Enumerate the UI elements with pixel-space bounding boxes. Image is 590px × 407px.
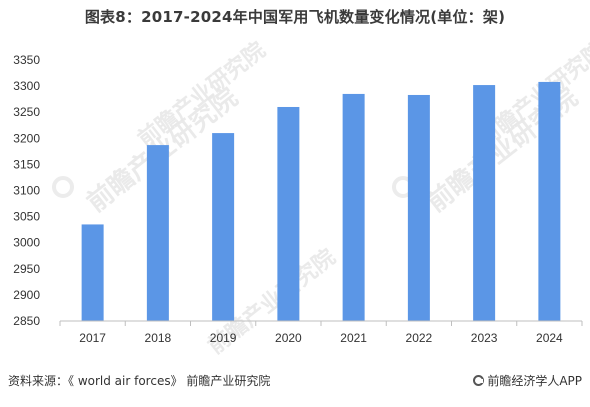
bar-2024 [538, 81, 561, 321]
y-tick-label: 2900 [13, 288, 40, 302]
y-tick-label: 3100 [13, 184, 40, 198]
x-tick-label: 2023 [471, 331, 498, 345]
y-tick-label: 3050 [13, 210, 40, 224]
bar-2021 [342, 93, 365, 322]
chart-title: 图表8：2017-2024年中国军用飞机数量变化情况(单位：架) [84, 8, 506, 26]
bar-chart: 2850 2900 2950 3000 3050 3100 3150 3200 3250 3300… [13, 53, 583, 345]
bar-2022 [407, 94, 430, 321]
bar-2018 [146, 145, 169, 321]
y-tick-label: 3150 [13, 157, 40, 171]
y-tick-label: 2850 [13, 314, 40, 328]
x-tick-label: 2018 [145, 331, 172, 345]
brand-logo-icon [473, 375, 485, 386]
bar-2019 [212, 133, 235, 321]
x-tick-label: 2019 [210, 331, 237, 345]
x-tick-label: 2022 [406, 331, 433, 345]
bar-2023 [473, 85, 496, 321]
y-tick-label: 3250 [13, 105, 40, 119]
y-tick-label: 3200 [13, 131, 40, 145]
bar-series [81, 81, 561, 322]
brand-text: 前瞻经济学人APP [487, 374, 582, 388]
x-tick-label: 2024 [536, 331, 563, 345]
x-tick-label: 2020 [275, 331, 302, 345]
source-note: 资料来源：《 world air forces》 前瞻产业研究院 [8, 374, 271, 388]
brand-footer: 前瞻经济学人APP [473, 372, 582, 389]
y-tick-label: 3000 [13, 236, 40, 250]
y-tick-label: 3350 [13, 53, 40, 67]
bar-2020 [277, 106, 300, 321]
y-axis: 2850 2900 2950 3000 3050 3100 3150 3200 3250 3300… [13, 53, 40, 328]
y-tick-label: 3300 [13, 79, 40, 93]
bar-2017 [81, 224, 104, 321]
x-tick-label: 2021 [340, 331, 367, 345]
x-axis: 2017 2018 2019 2020 2021 2022 2023 2024 [59, 320, 583, 345]
y-tick-label: 2950 [13, 262, 40, 276]
x-tick-label: 2017 [79, 331, 106, 345]
